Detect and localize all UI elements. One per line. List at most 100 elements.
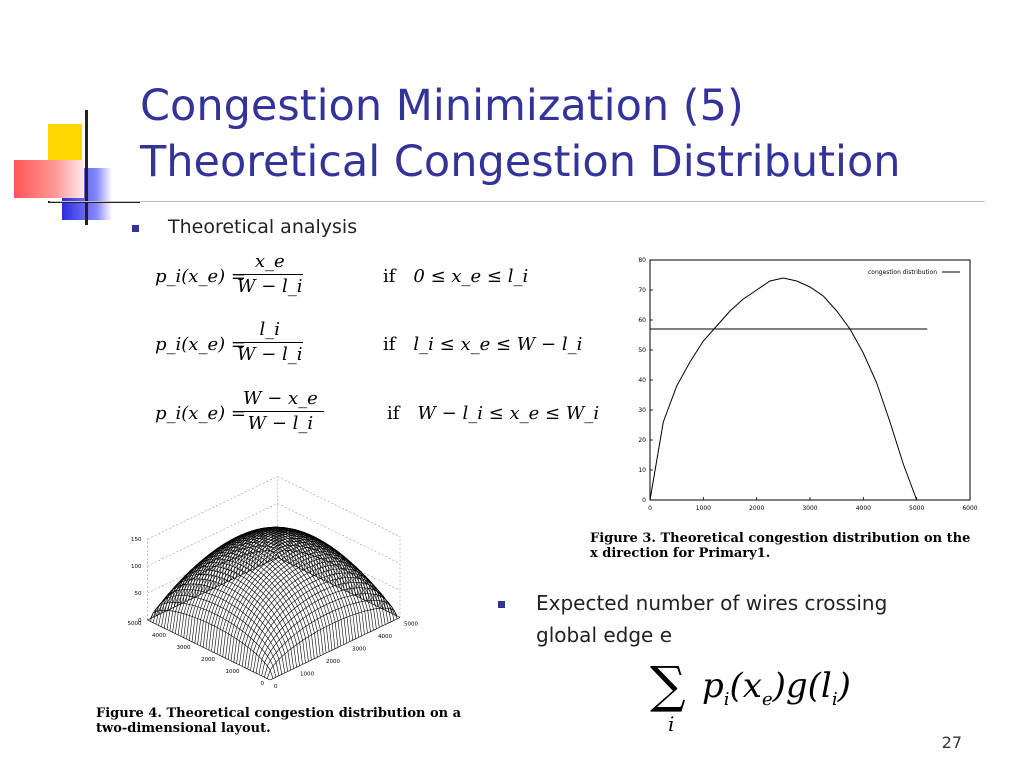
numerator: W − x_e: [237, 387, 324, 412]
slide-title: Congestion Minimization (5) Theoretical …: [140, 78, 1010, 190]
equation-row-3: p_i(x_e) = W − x_e W − l_i if W − l_i ≤ x…: [155, 387, 599, 447]
mesh-line: [147, 557, 278, 621]
mesh-line: [274, 550, 398, 619]
y-tick-label: 1000: [226, 669, 240, 675]
mesh-line: [163, 533, 295, 629]
y-tick-label: 30: [638, 407, 646, 414]
y-tick-label: 20: [638, 437, 646, 444]
equation-row-2: p_i(x_e) = l_i W − l_i if l_i ≤ x_e ≤ W −…: [155, 318, 595, 378]
box-edge: [147, 476, 278, 540]
mesh-line: [156, 595, 280, 676]
figure3-caption-line1: Figure 3. Theoretical congestion distrib…: [590, 531, 971, 546]
box-edge: [277, 476, 401, 537]
x-tick-label: 3000: [802, 505, 817, 512]
series-line-0: [649, 277, 918, 501]
mesh-line: [277, 557, 401, 618]
equation-row-1: p_i(x_e) = x_e W − l_i if 0 ≤ x_e ≤ l_i: [155, 250, 595, 310]
y-tick-label: 70: [638, 287, 646, 294]
figure4-caption-line2: two-dimensional layout.: [96, 721, 271, 736]
x-tick-label: 2000: [326, 659, 340, 665]
y-tick-label: 3000: [177, 645, 191, 651]
x-tick-label: 4000: [856, 505, 871, 512]
y-tick-label: 2000: [201, 657, 215, 663]
title-line-1: Congestion Minimization (5): [140, 81, 744, 131]
x-tick-label: 1000: [300, 672, 314, 678]
mesh-line: [253, 530, 377, 629]
condition: if W − l_i ≤ x_e ≤ W_i: [387, 403, 599, 424]
legend-label: congestion distribution: [868, 269, 937, 276]
figure4-caption-line1: Figure 4. Theoretical congestion distrib…: [96, 706, 462, 721]
y-tick-label: 50: [638, 347, 646, 354]
box-edge: [147, 503, 278, 567]
mesh-line: [247, 568, 378, 670]
title-divider: [50, 201, 985, 202]
x-tick-label: 0: [648, 505, 652, 512]
numerator: l_i: [237, 318, 303, 343]
sigma-symbol: ∑: [650, 656, 686, 714]
numerator: x_e: [237, 250, 303, 275]
z-tick-label: 150: [131, 537, 142, 543]
bullet-marker: [132, 225, 139, 232]
x-tick-label: 5000: [404, 622, 418, 628]
bullet2-line2: global edge e: [536, 623, 673, 647]
title-line-2: Theoretical Congestion Distribution: [140, 137, 901, 187]
x-tick-label: 6000: [962, 505, 977, 512]
mesh-line: [152, 545, 284, 623]
condition: if l_i ≤ x_e ≤ W − l_i: [383, 334, 582, 355]
bullet-expected-wires: Expected number of wires crossing global…: [536, 587, 887, 651]
y-tick-label: 0: [642, 497, 646, 504]
bullet-marker: [498, 601, 505, 608]
mesh-line: [161, 535, 292, 627]
mesh-line: [169, 530, 301, 631]
y-tick-label: 80: [638, 257, 646, 264]
y-tick-label: 10: [638, 467, 646, 474]
sum-index: i: [668, 712, 675, 736]
sum-body: pi(xe)g(li): [702, 666, 851, 710]
denominator: W − l_i: [247, 413, 314, 434]
if-word: if: [383, 266, 396, 287]
mesh-line: [271, 545, 395, 621]
condition: if 0 ≤ x_e ≤ l_i: [383, 266, 528, 287]
x-tick-label: 1000: [696, 505, 711, 512]
mesh-line: [268, 541, 392, 622]
z-tick-label: 50: [135, 591, 142, 597]
bullet2-line1: Expected number of wires crossing: [536, 591, 888, 615]
if-word: if: [383, 334, 396, 355]
equation-lhs: p_i(x_e) =: [155, 403, 246, 424]
x-tick-label: 5000: [909, 505, 924, 512]
red-square: [14, 160, 84, 198]
condition-text: 0 ≤ x_e ≤ l_i: [413, 266, 529, 287]
equation-lhs: p_i(x_e) =: [155, 334, 246, 355]
corner-decoration: [0, 110, 140, 230]
y-tick-label: 0: [261, 681, 265, 687]
figure4-caption: Figure 4. Theoretical congestion distrib…: [96, 706, 461, 736]
mesh-line: [150, 550, 281, 622]
y-tick-label: 5000: [128, 621, 142, 627]
x-tick-label: 2000: [749, 505, 764, 512]
fraction: x_e W − l_i: [237, 250, 303, 299]
figure3-chart: congestion distribution 80 70 60 50 40 30 20 10…: [638, 257, 977, 512]
equation-lhs: p_i(x_e) =: [155, 266, 246, 287]
vertical-line: [85, 110, 88, 225]
summation-formula: ∑ i pi(xe)g(li): [650, 660, 890, 740]
y-tick-label: 4000: [152, 633, 166, 639]
mesh-line: [262, 535, 386, 625]
box-edge: [277, 503, 401, 564]
if-word: if: [387, 403, 400, 424]
mesh-line: [155, 541, 287, 625]
denominator: W − l_i: [237, 344, 303, 365]
horizontal-line: [48, 201, 140, 203]
denominator: W − l_i: [237, 276, 303, 297]
figure3-caption: Figure 3. Theoretical congestion distrib…: [590, 531, 970, 561]
x-tick-label: 0: [274, 684, 278, 690]
condition-text: l_i ≤ x_e ≤ W − l_i: [413, 334, 583, 355]
fraction: l_i W − l_i: [237, 318, 303, 367]
figure3-caption-line2: x direction for Primary1.: [590, 546, 771, 561]
bullet-theoretical-analysis: Theoretical analysis: [168, 216, 358, 238]
mesh-line: [191, 527, 323, 642]
mesh-line: [256, 531, 380, 628]
condition-text: W − l_i ≤ x_e ≤ W_i: [417, 403, 600, 424]
fraction: W − x_e W − l_i: [237, 387, 324, 436]
z-tick-label: 0: [138, 618, 142, 624]
